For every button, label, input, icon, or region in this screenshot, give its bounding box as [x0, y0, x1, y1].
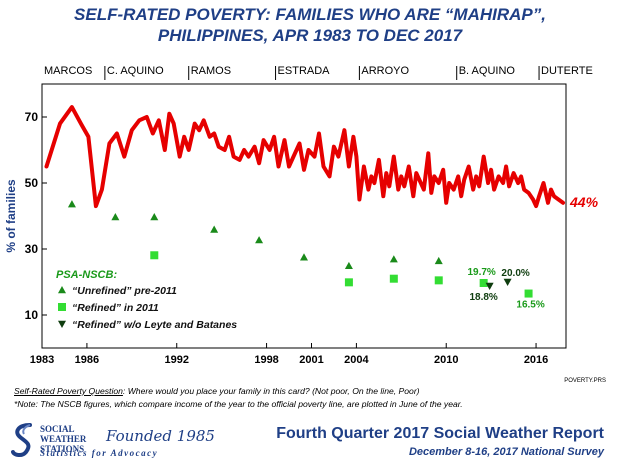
president-label: RAMOS [191, 65, 231, 77]
question-line: Self-Rated Poverty Question: Where would… [14, 386, 614, 397]
president-label: DUTERTE [541, 65, 593, 77]
legend-marker-triangle-down [58, 320, 66, 328]
y-tick-label: 50 [25, 176, 39, 190]
footnote: *Note: The NSCB figures, which compare i… [14, 399, 463, 409]
y-tick-label: 10 [25, 308, 39, 322]
nscb-point-label: 18.8% [469, 292, 497, 303]
nscb-square-point [344, 278, 353, 287]
x-tick-label: 1992 [165, 354, 189, 366]
nscb-triangle-down-point [503, 278, 512, 286]
president-label: ARROYO [361, 65, 409, 77]
report-title: Fourth Quarter 2017 Social Weather Repor… [276, 425, 604, 442]
president-label: C. AQUINO [107, 65, 164, 77]
legend-title: PSA-NSCB: [56, 269, 117, 281]
latest-value-label: 44% [569, 194, 599, 210]
chart-title: SELF-RATED POVERTY: FAMILIES WHO ARE “MA… [0, 4, 620, 46]
sws-logo-name-line-3: STATIONS [40, 444, 85, 454]
legend-label: “Refined” in 2011 [72, 302, 159, 314]
nscb-square-point [150, 251, 159, 260]
y-axis-label: % of families [4, 179, 18, 253]
nscb-triangle-up-point [210, 225, 219, 233]
x-tick-label: 2010 [434, 354, 458, 366]
legend-label: “Unrefined” pre-2011 [72, 285, 177, 297]
sws-logo-founded: Founded 1985 [106, 427, 215, 445]
sws-logo-tagline: Statistics for Advocacy [40, 448, 159, 458]
president-label: B. AQUINO [459, 65, 516, 77]
legend-label: “Refined” w/o Leyte and Batanes [72, 319, 237, 331]
sws-logo-mark [11, 423, 32, 457]
nscb-square-point [434, 276, 443, 285]
x-tick-label: 2016 [524, 354, 548, 366]
legend-marker-triangle-up [58, 286, 66, 294]
nscb-square-point [389, 274, 398, 283]
nscb-triangle-up-point [389, 255, 398, 263]
question-text: : Where would you place your family in t… [122, 386, 420, 396]
x-tick-label: 1986 [75, 354, 99, 366]
nscb-triangle-up-point [111, 212, 120, 221]
x-tick-label: 1983 [30, 354, 54, 366]
sws-logo-name-line-1: SOCIAL [40, 424, 75, 434]
nscb-triangle-up-point [67, 200, 76, 208]
legend-marker-square [58, 303, 66, 311]
x-tick-label: 2004 [344, 354, 369, 366]
sws-logo-name: SOCIAL WEATHER STATIONS [40, 424, 110, 454]
nscb-triangle-up-point [150, 212, 159, 221]
sws-poverty-line [44, 105, 565, 209]
nscb-point-label: 16.5% [516, 300, 544, 311]
nscb-triangle-up-point [344, 261, 353, 270]
question-label: Self-Rated Poverty Question [14, 386, 123, 396]
source-code: POVERTY.PRS [564, 378, 606, 384]
y-tick-label: 30 [25, 242, 39, 256]
chart-title-line-2: PHILIPPINES, APR 1983 TO DEC 2017 [157, 26, 463, 45]
president-label: ESTRADA [278, 65, 331, 77]
sws-logo-name-line-2: WEATHER [40, 434, 87, 444]
poverty-chart: MARCOS C. AQUINO RAMOS ESTRADA ARROYO B. AQUI… [4, 65, 599, 366]
nscb-triangle-up-point [434, 256, 443, 265]
y-tick-label: 70 [25, 110, 39, 124]
nscb-point-label: 20.0% [501, 268, 529, 279]
chart-title-line-1: SELF-RATED POVERTY: FAMILIES WHO ARE “MA… [74, 5, 546, 24]
nscb-point-label: 19.7% [467, 267, 495, 278]
nscb-triangle-up-point [255, 236, 264, 244]
nscb-triangle-up-point [300, 253, 308, 261]
sws-logo: SOCIAL WEATHER STATIONS Founded 1985 Sta… [10, 420, 260, 462]
nscb-square-point [524, 289, 533, 298]
x-tick-label: 2001 [299, 354, 323, 366]
report-subtitle: December 8-16, 2017 National Survey [408, 446, 604, 458]
plot-frame [41, 83, 567, 349]
nscb-square-point [479, 278, 488, 287]
x-tick-label: 1998 [254, 354, 278, 366]
president-label: MARCOS [44, 65, 92, 77]
nscb-triangle-down-point [485, 282, 494, 290]
